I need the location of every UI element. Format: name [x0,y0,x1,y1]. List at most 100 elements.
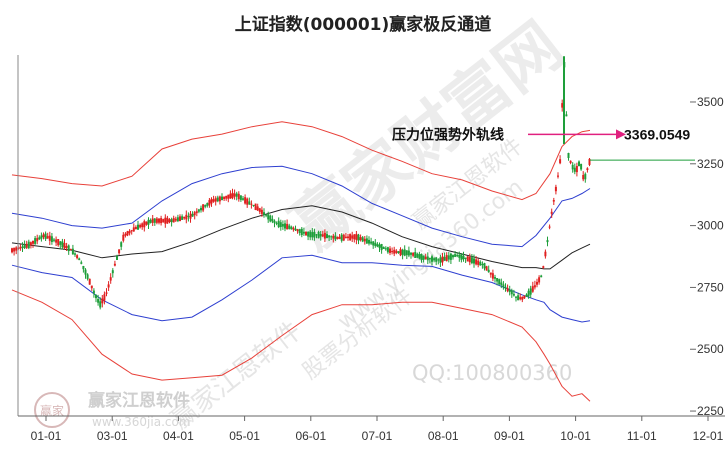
candle-body [330,236,333,238]
candle-body [498,279,501,285]
candle-body [248,201,251,205]
x-tick-label: 05-01 [229,429,260,443]
candle-body [231,192,234,199]
candle-body [256,206,259,211]
candle-body [527,290,530,297]
candle-body [145,221,148,225]
candle-body [25,243,28,248]
candle-body [376,244,379,247]
candle-body [122,234,125,241]
candle-body [32,240,34,244]
candle-body [208,200,211,206]
candle-body [588,158,591,165]
candle-body [435,257,438,262]
candle-body [281,224,284,227]
candle-body [74,253,76,255]
candle-body [380,244,383,251]
series-outer-lower-band [11,289,591,402]
candle-body [441,256,444,263]
candle-body [269,215,272,222]
candle-body [418,254,421,259]
logo-text: 赢家江恩软件 [88,390,190,411]
candle-body [197,209,200,212]
annotation-layer: 压力位强势外轨线 3369.0549 [392,126,695,161]
y-tick-label: 2250 [697,404,724,418]
candle-body [216,197,219,202]
candle-body [565,114,568,117]
candle-body [401,249,404,255]
candle-body [46,236,49,239]
candle-body [391,251,394,253]
candle-body [557,175,559,177]
candle-body [433,258,436,261]
candle-body [462,255,465,260]
candle-body [554,186,557,192]
candle-body [307,232,310,237]
candle-body [389,248,391,253]
candle-body [508,289,511,292]
candle-body [578,161,580,166]
candle-body [536,281,538,285]
candle-body [414,252,417,258]
candle-body [422,255,425,260]
candle-body [502,284,505,287]
candle-body [288,225,291,229]
candle-body [496,278,499,282]
candle-body [69,249,72,251]
candle-body [284,223,286,229]
candle-body [470,257,473,264]
candle-body [311,232,314,238]
candle-body [437,259,440,261]
candle-body [204,205,207,207]
candle-body [399,249,402,256]
candle-body [458,254,461,258]
candle-body [296,229,299,232]
candle-body [210,198,213,204]
candle-body [298,229,301,233]
candle-body [265,214,268,216]
candle-body [27,241,30,249]
candle-body [263,212,265,215]
candle-body [36,238,39,242]
candle-body [229,193,232,199]
series-outer-upper-band [11,121,591,201]
candle-body [481,264,484,266]
y-tick-label: 3500 [697,95,724,109]
candle-body [431,256,433,262]
candle-body [76,255,79,259]
candle-body [13,247,16,252]
candle-body [393,249,396,254]
x-tick-label: 01-01 [31,429,62,443]
axis-layer: 2250 2500 2750 3000 3250 3500 01-01 03-01 04-01 0… [17,55,725,443]
candle-body [90,285,93,289]
candle-body [351,235,354,239]
candle-body [340,234,343,241]
series-middle-line [11,205,591,270]
candle-body [206,203,209,206]
candle-body [512,293,515,296]
candle-body [424,256,427,260]
candle-body [19,246,22,249]
candle-body [460,254,463,260]
candle-body [71,248,74,255]
candle-body [344,236,347,239]
candle-body [109,277,112,281]
candle-body [221,196,223,201]
candle-body [271,218,274,222]
candle-body [279,222,282,227]
candle-body [172,218,175,223]
candle-body [300,228,303,235]
candle-body [464,257,467,259]
candle-body [342,234,345,241]
candle-body [50,236,53,242]
candle-body [410,252,412,255]
logo-seal-text: 赢家 [40,403,64,418]
candle-body [227,194,230,199]
candle-body [349,234,352,241]
candle-body [580,164,583,170]
candle-body [519,297,522,300]
candle-body [416,253,419,258]
candle-body [336,237,339,239]
candle-body [252,205,255,206]
candle-body [11,248,13,253]
